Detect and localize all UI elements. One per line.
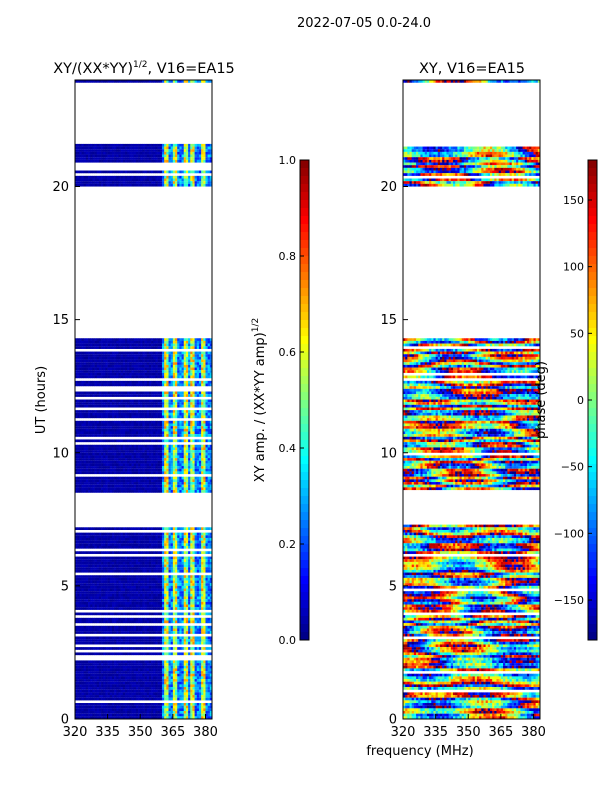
colorbar-tick-label: 0 [577,394,584,407]
figure: 2022-07-05 0.0-24.0 XY/(XX*YY)1/2, V16=E… [0,0,600,800]
amplitude-ratio-heatmap [75,80,212,719]
colorbar-tick-label: 0.8 [279,250,297,263]
colorbar-tick-label: −50 [561,461,584,474]
colorbar-tick-label: 0.4 [279,442,297,455]
y-tick-label: 20 [380,180,397,195]
x-tick-label: 335 [95,725,120,740]
shared-xlabel: frequency (MHz) [366,744,473,759]
y-tick-label: 5 [389,579,397,594]
y-tick-label: 10 [52,446,69,461]
x-tick-label: 350 [456,725,481,740]
y-tick-label: 0 [389,713,397,728]
x-tick-label: 380 [193,725,218,740]
colorbar-tick-label: 1.0 [279,154,297,167]
y-tick-label: 20 [52,180,69,195]
colorbar-tick-label: 0.2 [279,538,297,551]
colorbar-tick-label: −100 [554,527,584,540]
colorbar-tick-label: 0.6 [279,346,297,359]
figure-suptitle: 2022-07-05 0.0-24.0 [297,16,431,31]
phase-heatmap [403,80,540,719]
amplitude-colorbar-label: XY amp. / (XX*YY amp)1/2 [251,318,268,482]
amplitude-ratio-ylabel: UT (hours) [34,366,49,434]
y-tick-label: 0 [61,713,69,728]
x-tick-label: 380 [521,725,546,740]
x-tick-label: 365 [488,725,513,740]
x-tick-label: 335 [423,725,448,740]
x-tick-label: 350 [128,725,153,740]
colorbar-tick-label: 0.0 [279,634,297,647]
y-tick-label: 15 [380,313,397,328]
amplitude-ratio-title: XY/(XX*YY)1/2, V16=EA15 [53,60,235,77]
y-tick-label: 10 [380,446,397,461]
amplitude-colorbar: 0.0 0.2 0.4 0.6 0.8 1.0 [279,154,310,647]
colorbar-tick-label: 100 [563,261,584,274]
colorbar-tick-label: 150 [563,194,584,207]
x-tick-label: 365 [160,725,185,740]
colorbar-tick-label: 50 [570,327,584,340]
amplitude-ratio-panel: XY/(XX*YY)1/2, V16=EA15 320 335 350 365 3800… [34,60,235,740]
phase-colorbar-label: phase (deg) [534,361,549,439]
y-tick-label: 5 [61,579,69,594]
phase-title: XY, V16=EA15 [419,61,525,77]
colorbar-tick-label: −150 [554,594,584,607]
phase-colorbar: −150 −100 −50 0 50 100 150 [554,160,597,640]
y-tick-label: 15 [52,313,69,328]
